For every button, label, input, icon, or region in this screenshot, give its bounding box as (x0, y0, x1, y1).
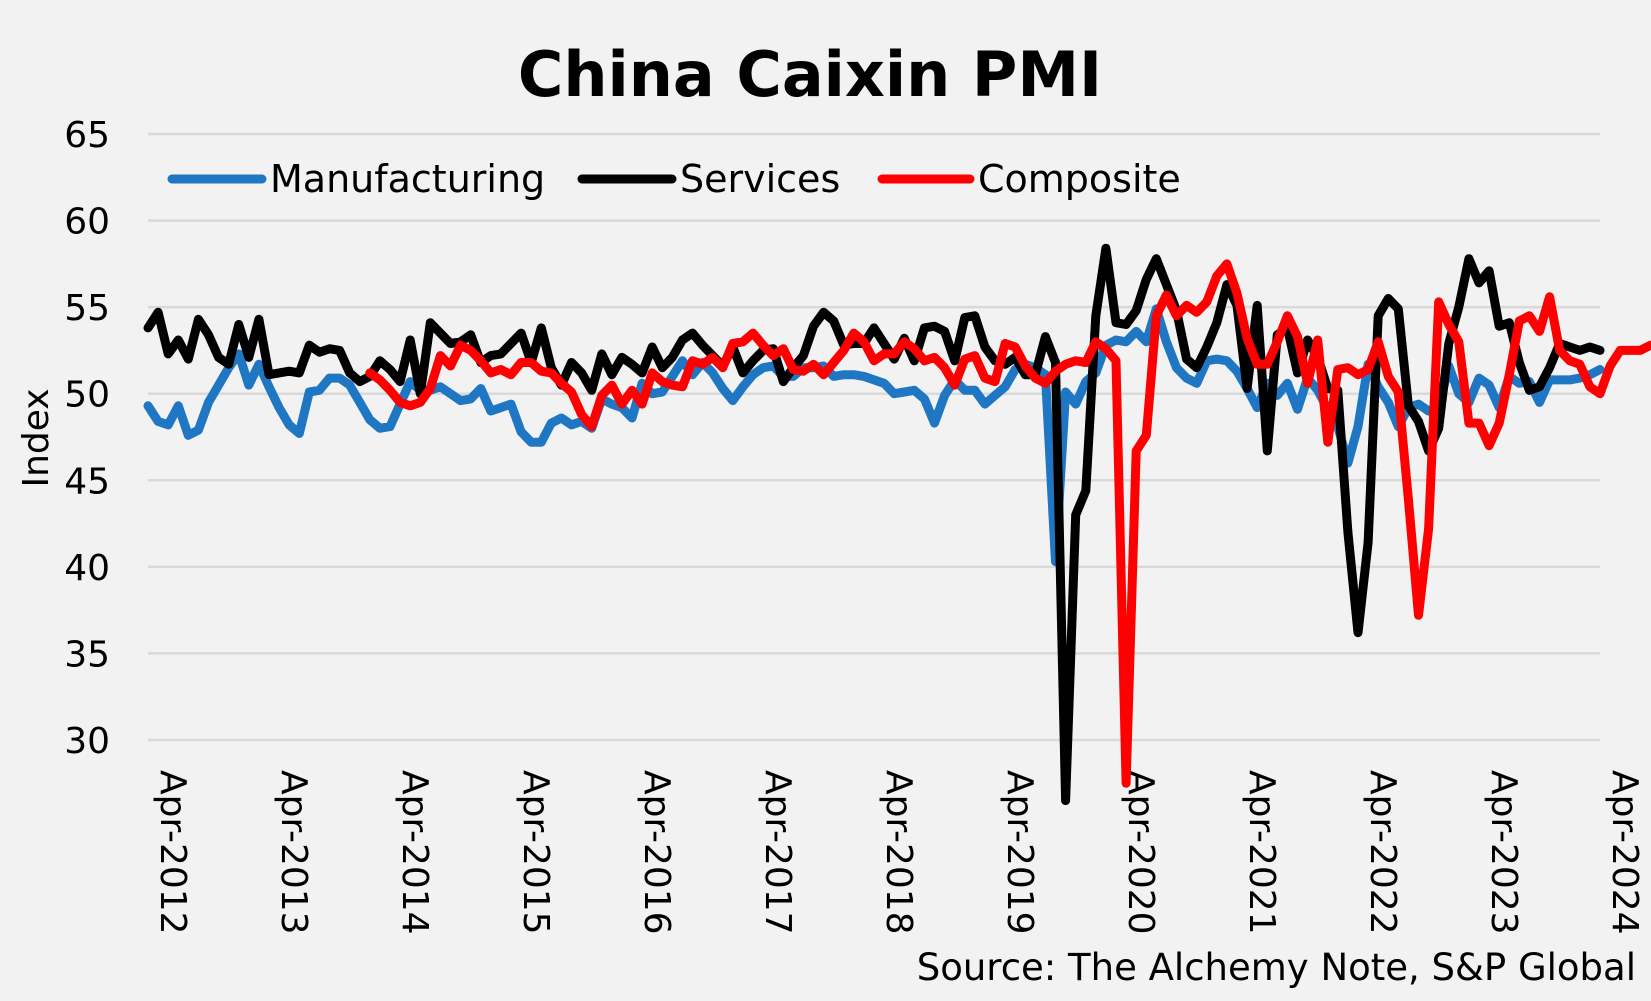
series-line-composite (365, 259, 1651, 788)
x-tick-apr-2020: Apr-2020 (1120, 770, 1161, 935)
x-tick-apr-2018: Apr-2018 (878, 770, 919, 935)
x-tick-apr-2013: Apr-2013 (273, 770, 314, 935)
x-tick-apr-2014: Apr-2014 (394, 770, 435, 935)
x-tick-apr-2022: Apr-2022 (1362, 770, 1403, 935)
series-line-services (143, 243, 1605, 806)
y-tick-60: 60 (64, 202, 110, 243)
legend-label-services: Services (680, 157, 840, 201)
legend: Manufacturing Services Composite (167, 157, 1181, 201)
x-tick-apr-2023: Apr-2023 (1483, 770, 1524, 935)
x-tick-apr-2021: Apr-2021 (1241, 770, 1282, 935)
series-lines (143, 243, 1651, 806)
y-tick-65: 65 (64, 115, 110, 156)
gridlines (148, 132, 1600, 742)
y-tick-35: 35 (64, 634, 110, 675)
x-tick-apr-2012: Apr-2012 (152, 770, 193, 935)
y-tick-45: 45 (64, 461, 110, 502)
legend-label-composite: Composite (978, 157, 1181, 201)
series-line-manufacturing (143, 304, 1605, 567)
x-tick-apr-2016: Apr-2016 (636, 770, 677, 935)
chart-title: China Caixin PMI (518, 38, 1102, 111)
x-tick-apr-2024: Apr-2024 (1604, 770, 1645, 935)
y-tick-labels: 30 35 40 45 50 55 60 65 (64, 115, 110, 762)
legend-label-manufacturing: Manufacturing (270, 157, 545, 201)
y-axis-label: Index (16, 388, 57, 487)
x-tick-apr-2019: Apr-2019 (999, 770, 1040, 935)
y-tick-50: 50 (64, 375, 110, 416)
x-tick-apr-2015: Apr-2015 (515, 770, 556, 935)
source-note: Source: The Alchemy Note, S&P Global (917, 946, 1636, 989)
y-tick-30: 30 (64, 721, 110, 762)
y-tick-40: 40 (64, 548, 110, 589)
x-tick-labels: Apr-2012 Apr-2013 Apr-2014 Apr-2015 Apr-2016… (152, 770, 1645, 935)
y-tick-55: 55 (64, 288, 110, 329)
x-tick-apr-2017: Apr-2017 (757, 770, 798, 935)
